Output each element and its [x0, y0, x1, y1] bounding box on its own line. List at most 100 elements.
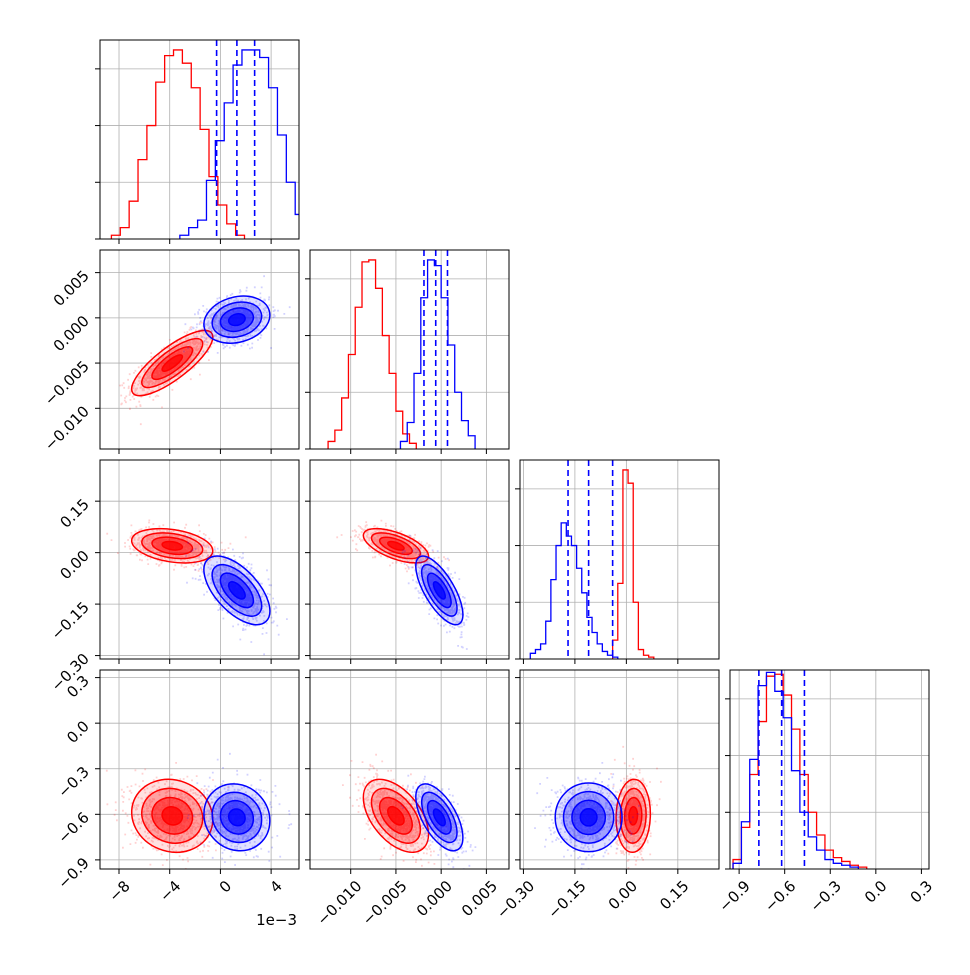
x-tick-label-3-3: 0.0	[861, 877, 891, 907]
panel-3-3	[725, 669, 930, 874]
panel-3-1	[305, 669, 510, 874]
panel-frame-3-0	[99, 669, 300, 870]
density-0-3-2-3	[628, 806, 638, 825]
y-tick-label-1-2: 0.000	[50, 312, 93, 355]
contour-1-3-2-1	[571, 799, 607, 836]
y-tick-label-3-1: −0.6	[54, 808, 92, 846]
contour-0-3-0-1	[151, 796, 194, 835]
y-tick-label-3-0: −0.9	[54, 854, 92, 892]
histogram-1-2	[529, 522, 619, 659]
contour-1-3-2-2	[562, 790, 615, 844]
x-tick-label-3-0: −0.9	[715, 877, 753, 915]
contour-1-2-1-2	[420, 563, 458, 617]
x-tick-label-2-2: 0.00	[605, 877, 641, 913]
contour-1-2-1-3	[415, 555, 464, 626]
density-0-3-0-3	[162, 806, 183, 825]
y-tick-label-1-3: 0.005	[50, 267, 93, 310]
contour-1-1-0-3	[203, 295, 271, 344]
contour-0-1-0-1	[151, 346, 194, 381]
contour-1-3-0-2	[211, 791, 263, 844]
contour-0-3-2-0	[628, 805, 639, 826]
contour-0-2-0-0	[161, 540, 184, 551]
panel-frame-2-0	[99, 459, 300, 660]
panel-frame-2-2	[519, 459, 720, 660]
contour-0-1-0-0	[161, 354, 184, 372]
density-1-3-2-3	[580, 808, 597, 826]
contour-1-3-2-0	[579, 808, 598, 827]
contour-0-1-0-2	[141, 337, 204, 389]
panel-2-1	[305, 459, 510, 664]
contour-1-3-0-0	[227, 808, 246, 827]
x-tick-label-0-2: 0	[216, 877, 235, 896]
density-1-1-0-3	[228, 313, 246, 326]
x-offset-label: 1e−3	[256, 911, 297, 929]
panel-0-0	[95, 39, 300, 244]
contour-1-2-0-3	[203, 555, 271, 626]
y-tick-label-3-2: −0.3	[54, 763, 92, 801]
panel-frame-3-1	[309, 669, 510, 870]
panel-3-0	[95, 669, 300, 874]
contour-0-3-1-1	[378, 796, 413, 835]
contour-0-3-1-0	[387, 805, 405, 826]
panel-2-0	[95, 459, 300, 664]
histogram-0-2	[611, 469, 655, 659]
contour-1-2-0-2	[211, 563, 263, 617]
contour-0-3-1-2	[370, 787, 422, 844]
contour-1-3-1-1	[426, 799, 452, 835]
contour-1-3-1-0	[432, 808, 446, 827]
panel-3-2	[515, 669, 720, 874]
contour-0-2-1-1	[378, 536, 413, 556]
density-0-2-1-3	[387, 541, 405, 551]
contour-1-2-0-0	[227, 581, 246, 600]
panel-frame-3-2	[519, 669, 720, 870]
y-tick-label-2-3: 0.15	[56, 495, 92, 531]
contour-1-3-1-2	[420, 791, 458, 844]
x-tick-label-1-2: 0.000	[413, 877, 456, 920]
panel-frame-1-1	[309, 249, 510, 450]
panel-frame-1-0	[99, 249, 300, 450]
histogram-1-3	[732, 671, 860, 869]
contour-0-2-1-2	[370, 532, 422, 560]
density-1-2-1-3	[433, 581, 446, 599]
contour-1-2-0-1	[219, 572, 255, 609]
panel-frame-2-1	[309, 459, 510, 660]
histogram-0-0	[110, 49, 246, 239]
y-tick-label-2-2: 0.00	[56, 547, 92, 583]
density-0-1-0-3	[162, 354, 183, 372]
density-1-2-0-3	[228, 581, 246, 599]
contour-1-3-0-1	[219, 799, 255, 835]
histogram-0-1	[327, 259, 417, 449]
contour-1-3-0-3	[203, 783, 271, 852]
contour-0-3-2-2	[619, 787, 647, 844]
contour-1-1-0-1	[219, 307, 255, 333]
y-tick-label-1-0: −0.010	[41, 402, 93, 454]
panel-2-2	[515, 459, 720, 664]
histogram-0-3	[732, 673, 868, 869]
contour-1-3-2-3	[554, 782, 623, 853]
contour-0-3-0-2	[141, 787, 204, 844]
contour-0-3-2-1	[623, 796, 643, 835]
contour-0-2-1-0	[387, 540, 405, 551]
x-tick-label-1-0: −0.010	[313, 877, 365, 929]
x-tick-label-2-1: −0.15	[544, 877, 589, 922]
x-tick-label-3-1: −0.6	[761, 877, 799, 915]
contour-0-3-2-3	[615, 778, 652, 854]
contour-1-1-0-2	[211, 301, 263, 339]
y-tick-label-2-1: −0.15	[48, 598, 93, 643]
contour-0-2-0-1	[151, 536, 194, 556]
contour-0-2-0-2	[141, 532, 204, 560]
x-tick-label-0-1: −4	[156, 877, 184, 905]
contour-0-3-0-3	[130, 778, 214, 854]
contour-0-3-0-0	[161, 805, 184, 826]
y-tick-label-3-3: 0.0	[63, 717, 93, 747]
x-tick-label-1-3: 0.005	[458, 877, 501, 920]
panel-1-1	[305, 249, 510, 454]
density-1-3-0-3	[228, 808, 246, 826]
contour-1-1-0-0	[227, 313, 246, 327]
contour-0-3-1-3	[362, 778, 430, 854]
x-tick-label-3-4: 0.3	[907, 877, 937, 907]
histogram-1-0	[179, 49, 299, 239]
x-tick-label-3-2: −0.3	[807, 877, 845, 915]
